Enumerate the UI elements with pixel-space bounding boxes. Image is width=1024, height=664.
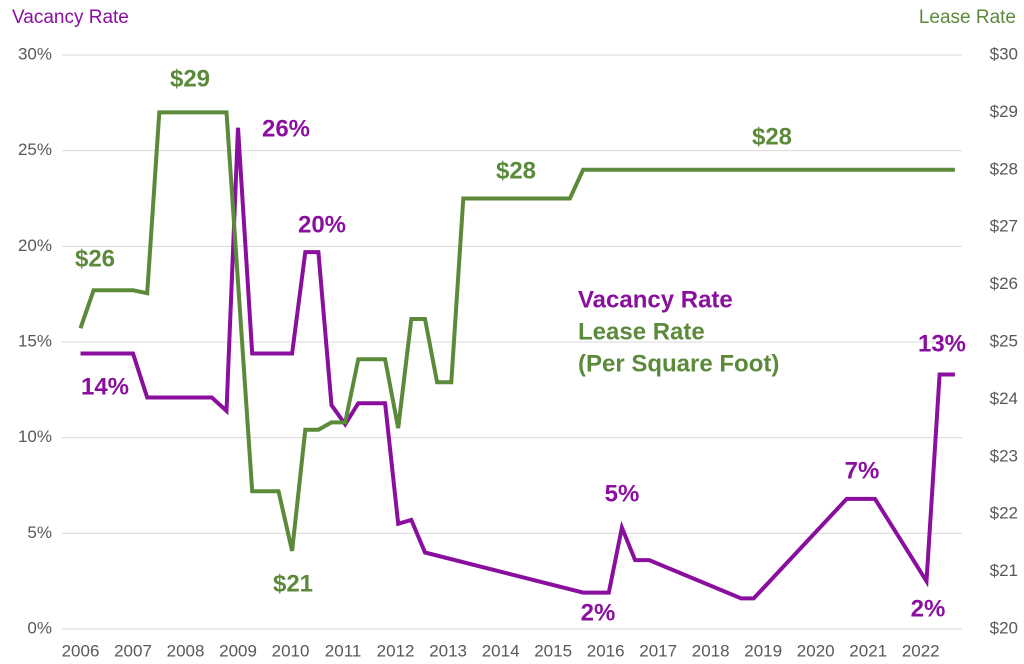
- y2-tick-label: $27: [990, 217, 1018, 236]
- x-tick-label: 2009: [219, 641, 257, 660]
- x-tick-label: 2013: [429, 641, 467, 660]
- y-tick-label: 0%: [27, 618, 52, 637]
- legend-label: Lease Rate: [578, 318, 705, 345]
- annotation: 13%: [918, 330, 966, 357]
- y2-tick-label: $26: [990, 274, 1018, 293]
- series-line: [78, 110, 955, 552]
- annotation: 5%: [605, 480, 640, 507]
- annotation: 2%: [581, 599, 616, 626]
- y2-tick-label: $23: [990, 446, 1018, 465]
- legend-label: Vacancy Rate: [578, 286, 733, 313]
- annotation: $21: [273, 570, 313, 597]
- x-tick-label: 2022: [902, 641, 940, 660]
- y2-tick-label: $20: [990, 618, 1018, 637]
- y2-tick-label: $29: [990, 102, 1018, 121]
- y-tick-label: 30%: [18, 44, 52, 63]
- x-tick-label: 2020: [797, 641, 835, 660]
- y2-tick-label: $24: [990, 389, 1018, 408]
- x-tick-label: 2015: [534, 641, 572, 660]
- y2-tick-label: $25: [990, 331, 1018, 350]
- annotation: 7%: [845, 457, 880, 484]
- y-tick-label: 15%: [18, 331, 52, 350]
- y2-tick-label: $30: [990, 44, 1018, 63]
- x-tick-label: 2010: [272, 641, 310, 660]
- x-tick-label: 2021: [849, 641, 887, 660]
- y-tick-label: 25%: [18, 140, 52, 159]
- y-axis-title: Vacancy Rate: [12, 7, 129, 28]
- y2-tick-label: $21: [990, 561, 1018, 580]
- annotation: 14%: [81, 373, 129, 400]
- x-tick-label: 2017: [639, 641, 677, 660]
- x-tick-label: 2007: [114, 641, 152, 660]
- x-tick-label: 2014: [482, 641, 520, 660]
- y-tick-label: 10%: [18, 427, 52, 446]
- y-tick-label: 20%: [18, 236, 52, 255]
- y2-axis-title: Lease Rate: [919, 7, 1016, 28]
- legend-note: (Per Square Foot): [578, 350, 779, 377]
- y2-tick-label: $28: [990, 159, 1018, 178]
- annotation: 26%: [262, 115, 310, 142]
- y2-tick-label: $22: [990, 504, 1018, 523]
- x-tick-label: 2008: [167, 641, 205, 660]
- annotation: $29: [170, 65, 210, 92]
- annotation: $28: [496, 157, 536, 184]
- x-tick-label: 2011: [325, 641, 362, 660]
- x-tick-label: 2019: [744, 641, 782, 660]
- annotation: 20%: [298, 211, 346, 238]
- annotation: $28: [752, 123, 792, 150]
- x-tick-label: 2018: [692, 641, 730, 660]
- y-tick-label: 5%: [27, 523, 52, 542]
- x-tick-label: 2012: [377, 641, 415, 660]
- annotation: $26: [75, 245, 115, 272]
- annotation: 2%: [911, 595, 946, 622]
- x-tick-label: 2006: [62, 641, 100, 660]
- x-tick-label: 2016: [587, 641, 625, 660]
